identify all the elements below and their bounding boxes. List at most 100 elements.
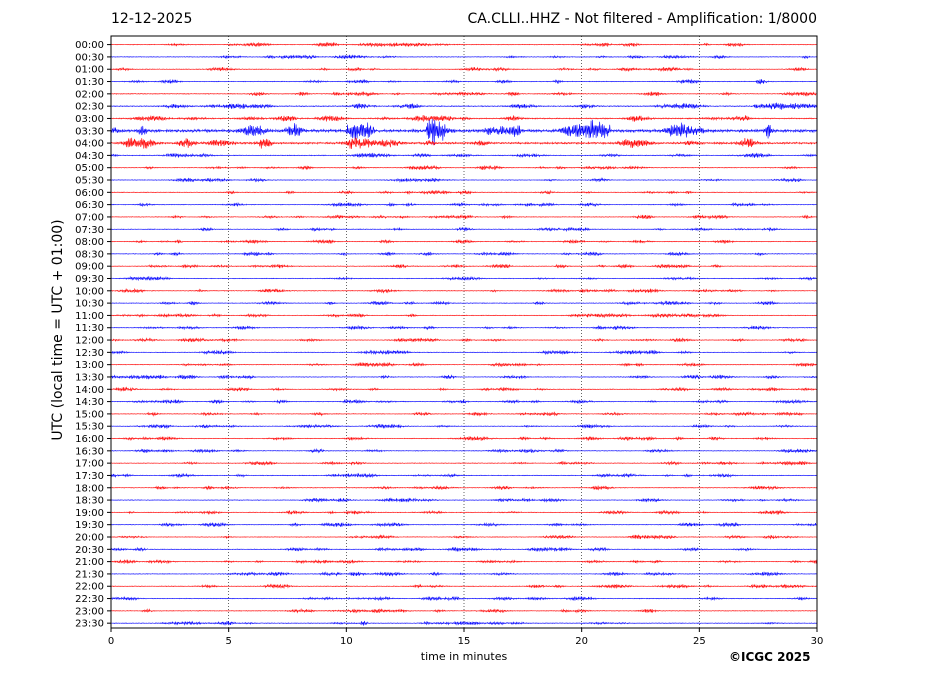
seismic-trace-0330 — [110, 119, 818, 145]
y-tick-label: 17:30 — [75, 471, 104, 482]
seismic-trace-1830 — [110, 497, 818, 503]
y-tick-label: 18:30 — [75, 496, 104, 507]
seismic-trace-0730 — [110, 226, 818, 232]
seismic-trace-1300 — [110, 362, 818, 368]
y-tick-label: 12:00 — [75, 336, 104, 347]
y-tick-label: 23:00 — [75, 606, 104, 617]
y-tick-label: 11:00 — [75, 311, 104, 322]
y-tick-label: 19:00 — [75, 508, 104, 519]
seismic-trace-0600 — [110, 189, 818, 195]
y-tick-label: 15:30 — [75, 422, 104, 433]
copyright-label: ©ICGC 2025 — [729, 650, 811, 664]
seismic-trace-2230 — [110, 595, 818, 602]
y-tick-label: 06:30 — [75, 200, 104, 211]
seismic-trace-1230 — [110, 349, 818, 356]
y-tick-label: 04:00 — [75, 139, 104, 150]
y-tick-label: 14:00 — [75, 385, 104, 396]
y-tick-label: 07:00 — [75, 212, 104, 223]
y-tick-label: 16:00 — [75, 434, 104, 445]
y-tick-label: 09:30 — [75, 274, 104, 285]
seismic-trace-1630 — [110, 448, 818, 454]
y-tick-label: 01:30 — [75, 77, 104, 88]
y-tick-label: 07:30 — [75, 225, 104, 236]
y-tick-label: 15:00 — [75, 409, 104, 420]
y-tick-label: 08:00 — [75, 237, 104, 248]
seismic-trace-0830 — [110, 251, 818, 257]
y-tick-label: 21:00 — [75, 557, 104, 568]
y-tick-label: 22:00 — [75, 582, 104, 593]
seismic-trace-2030 — [110, 546, 818, 552]
y-tick-label: 10:00 — [75, 286, 104, 297]
y-tick-label: 04:30 — [75, 151, 104, 162]
seismic-trace-1430 — [110, 399, 818, 405]
chart-date: 12-12-2025 — [111, 11, 193, 27]
x-tick-labels: 0 5 10 15 20 25 30 — [108, 628, 824, 647]
seismic-trace-0630 — [110, 202, 818, 208]
seismic-trace-0900 — [110, 263, 818, 269]
y-tick-label: 12:30 — [75, 348, 104, 359]
y-tick-label: 11:30 — [75, 323, 104, 334]
seismic-trace-0430 — [110, 152, 818, 159]
y-axis-label: UTC (local time = UTC + 01:00) — [50, 219, 66, 440]
y-tick-label: 09:00 — [75, 262, 104, 273]
seismic-trace-2330 — [110, 620, 818, 626]
seismic-trace-2200 — [110, 583, 818, 590]
seismic-traces — [110, 41, 818, 626]
x-tick-label: 20 — [575, 636, 588, 647]
seismic-trace-0300 — [110, 115, 818, 123]
seismic-trace-1930 — [110, 522, 818, 528]
y-tick-label: 08:30 — [75, 249, 104, 260]
y-tick-label: 05:00 — [75, 163, 104, 174]
seismic-trace-2130 — [110, 571, 818, 577]
seismic-trace-1730 — [110, 472, 818, 479]
seismic-trace-0200 — [110, 91, 818, 97]
seismic-trace-1330 — [110, 374, 818, 380]
x-tick-label: 25 — [693, 636, 706, 647]
y-tick-label: 13:00 — [75, 360, 104, 371]
y-tick-label: 14:30 — [75, 397, 104, 408]
seismic-trace-2300 — [110, 608, 818, 614]
seismic-trace-0230 — [110, 102, 818, 110]
y-tick-label: 17:00 — [75, 459, 104, 470]
seismic-trace-0100 — [110, 66, 818, 73]
seismic-trace-1500 — [110, 411, 818, 417]
seismic-trace-0930 — [110, 275, 818, 282]
seismic-trace-0530 — [110, 177, 818, 183]
y-tick-label: 02:00 — [75, 89, 104, 100]
x-tick-label: 30 — [811, 636, 824, 647]
y-tick-label: 20:00 — [75, 533, 104, 544]
y-tick-label: 01:00 — [75, 65, 104, 76]
y-tick-label: 00:30 — [75, 52, 104, 63]
plot-area — [111, 36, 817, 628]
chart-title: CA.CLLI..HHZ - Not filtered - Amplificat… — [467, 11, 817, 27]
seismic-trace-0030 — [110, 54, 818, 60]
y-tick-label: 19:30 — [75, 520, 104, 531]
y-tick-label: 23:30 — [75, 619, 104, 630]
seismic-trace-2000 — [110, 534, 818, 540]
x-tick-label: 0 — [108, 636, 114, 647]
seismic-trace-1100 — [110, 312, 818, 319]
y-tick-label: 13:30 — [75, 372, 104, 383]
seismic-trace-1800 — [110, 485, 818, 491]
seismic-trace-1600 — [110, 435, 818, 442]
seismic-trace-0500 — [110, 164, 818, 171]
seismic-trace-1900 — [110, 509, 818, 516]
x-tick-label: 10 — [340, 636, 353, 647]
y-tick-label: 02:30 — [75, 102, 104, 113]
y-tick-label: 16:30 — [75, 446, 104, 457]
y-tick-label: 21:30 — [75, 569, 104, 580]
y-tick-label: 22:30 — [75, 594, 104, 605]
seismic-trace-0000 — [110, 41, 818, 48]
seismic-trace-1530 — [110, 423, 818, 430]
y-tick-label: 05:30 — [75, 176, 104, 187]
seismic-trace-1000 — [110, 287, 818, 294]
x-tick-label: 5 — [225, 636, 231, 647]
y-tick-label: 03:30 — [75, 126, 104, 137]
x-axis-label: time in minutes — [421, 650, 508, 663]
seismic-trace-0130 — [110, 78, 818, 85]
seismic-trace-2100 — [110, 559, 818, 565]
seismic-trace-1030 — [110, 300, 818, 306]
y-tick-label: 18:00 — [75, 483, 104, 494]
seismic-trace-1200 — [110, 337, 818, 343]
